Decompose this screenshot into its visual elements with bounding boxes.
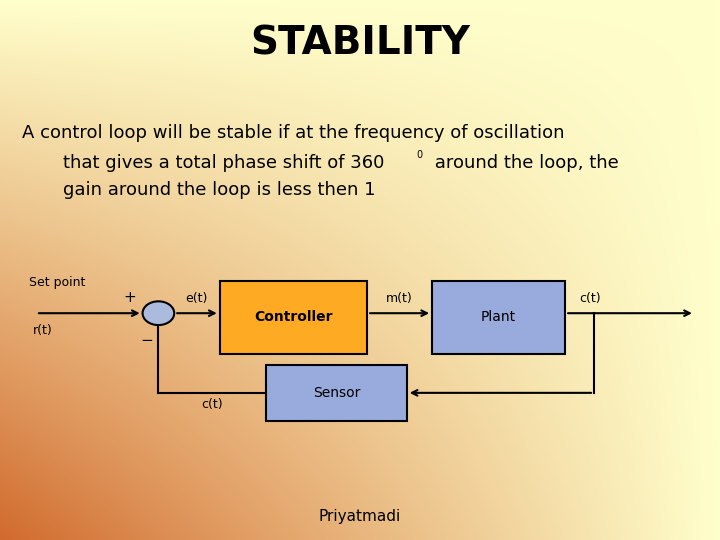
Text: c(t): c(t) (202, 399, 223, 411)
Text: r(t): r(t) (32, 324, 52, 337)
Text: Priyatmadi: Priyatmadi (319, 509, 401, 524)
Text: m(t): m(t) (386, 292, 413, 305)
Text: around the loop, the: around the loop, the (429, 154, 619, 172)
Text: +: + (124, 289, 137, 305)
Text: c(t): c(t) (580, 292, 601, 305)
FancyBboxPatch shape (432, 281, 565, 354)
Text: gain around the loop is less then 1: gain around the loop is less then 1 (40, 181, 375, 199)
Text: Controller: Controller (254, 310, 333, 324)
Text: that gives a total phase shift of 360: that gives a total phase shift of 360 (40, 154, 384, 172)
Text: Set point: Set point (29, 276, 85, 289)
Text: e(t): e(t) (186, 292, 208, 305)
Text: STABILITY: STABILITY (250, 24, 470, 62)
Text: A control loop will be stable if at the frequency of oscillation: A control loop will be stable if at the … (22, 124, 564, 142)
FancyBboxPatch shape (266, 364, 407, 421)
Text: 0: 0 (416, 150, 423, 160)
Text: −: − (140, 333, 153, 348)
Text: Sensor: Sensor (313, 386, 360, 400)
FancyBboxPatch shape (220, 281, 367, 354)
Circle shape (143, 301, 174, 325)
Text: Plant: Plant (481, 310, 516, 324)
